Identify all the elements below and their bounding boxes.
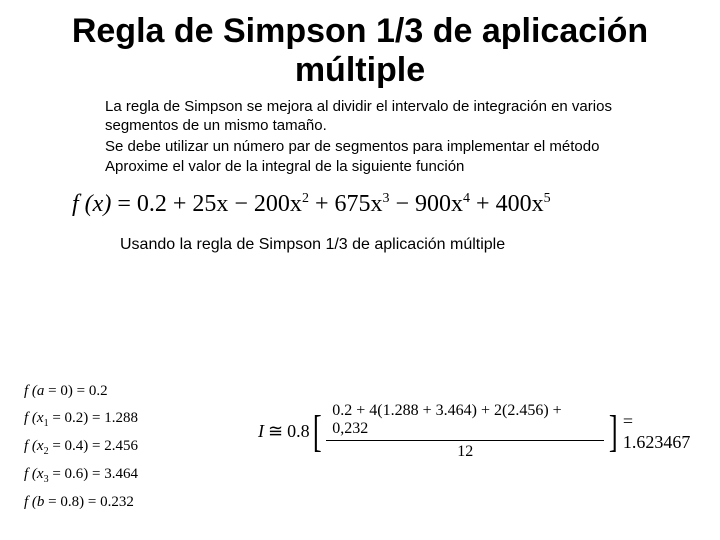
fa-r4s: 3 [44,474,49,485]
fa-list: f (a = 0) = 0.2 f (x1 = 0.2) = 1.288 f (… [24,378,138,516]
slide-title: Regla de Simpson 1/3 de aplicación múlti… [0,0,720,96]
fa-r5b: = 0.8) [48,494,84,510]
fa-r2b: = 0.2) [52,410,88,426]
fa-r1v: = 0.2 [77,383,108,399]
fa-r2v: = 1.288 [92,410,138,426]
fraction-num: 0.2 + 4(1.288 + 3.464) + 2(2.456) + 0,23… [326,402,604,441]
main-formula: f (x) = 0.2 + 25x − 200x2 + 675x3 − 900x… [0,179,720,218]
exp-3: 3 [382,191,389,206]
fa-r4a: f (x [24,466,44,482]
right-bracket-icon: ] [609,410,618,454]
integral-coef: 0.8 [287,421,310,442]
slide: Regla de Simpson 1/3 de aplicación múlti… [0,0,720,540]
fa-r3b: = 0.4) [52,438,88,454]
fa-row-4: f (x3 = 0.6) = 3.464 [24,461,138,489]
formula-eq: = [117,191,131,217]
exp-5: 5 [544,191,551,206]
fa-row-3: f (x2 = 0.4) = 2.456 [24,433,138,461]
paragraph-3: Aproxime el valor de la integral de la s… [105,158,615,177]
formula-rhs-1: 0.2 + 25x − 200x [137,191,302,217]
fa-r1a: f (a [24,383,44,399]
fa-row-1: f (a = 0) = 0.2 [24,378,138,405]
paragraph-1: La regla de Simpson se mejora al dividir… [105,98,615,136]
fa-r1b: = 0) [48,383,73,399]
fa-r3a: f (x [24,438,44,454]
exp-4: 4 [463,191,470,206]
body-text: La regla de Simpson se mejora al dividir… [0,98,720,177]
fraction-den: 12 [457,441,473,461]
fraction: 0.2 + 4(1.288 + 3.464) + 2(2.456) + 0,23… [326,402,604,461]
left-bracket-icon: [ [313,410,322,454]
exp-2: 2 [302,191,309,206]
fa-r4v: = 3.464 [92,466,138,482]
fa-row-5: f (b = 0.8) = 0.232 [24,489,138,516]
integral-I: I [258,421,264,442]
formula-rhs-5: + 400x [476,191,544,217]
fa-r5v: = 0.232 [88,494,134,510]
fa-r5a: f (b [24,494,44,510]
fa-r2s: 1 [44,418,49,429]
bottom-row: f (a = 0) = 0.2 f (x1 = 0.2) = 1.288 f (… [24,378,704,516]
fa-r4b: = 0.6) [52,466,88,482]
fa-r3v: = 2.456 [92,438,138,454]
integral-result: = 1.623467 [623,411,704,453]
paragraph-2: Se debe utilizar un número par de segmen… [105,138,615,157]
fa-r2a: f (x [24,410,44,426]
caption: Usando la regla de Simpson 1/3 de aplica… [0,218,720,254]
formula-rhs-3: + 675x [315,191,383,217]
integral-formula: I ≅ 0.8 [ 0.2 + 4(1.288 + 3.464) + 2(2.4… [258,402,704,461]
fa-row-2: f (x1 = 0.2) = 1.288 [24,405,138,433]
approx-icon: ≅ [268,421,283,442]
fa-r3s: 2 [44,446,49,457]
formula-lhs: f (x) [72,191,111,217]
formula-rhs-4: − 900x [395,191,463,217]
